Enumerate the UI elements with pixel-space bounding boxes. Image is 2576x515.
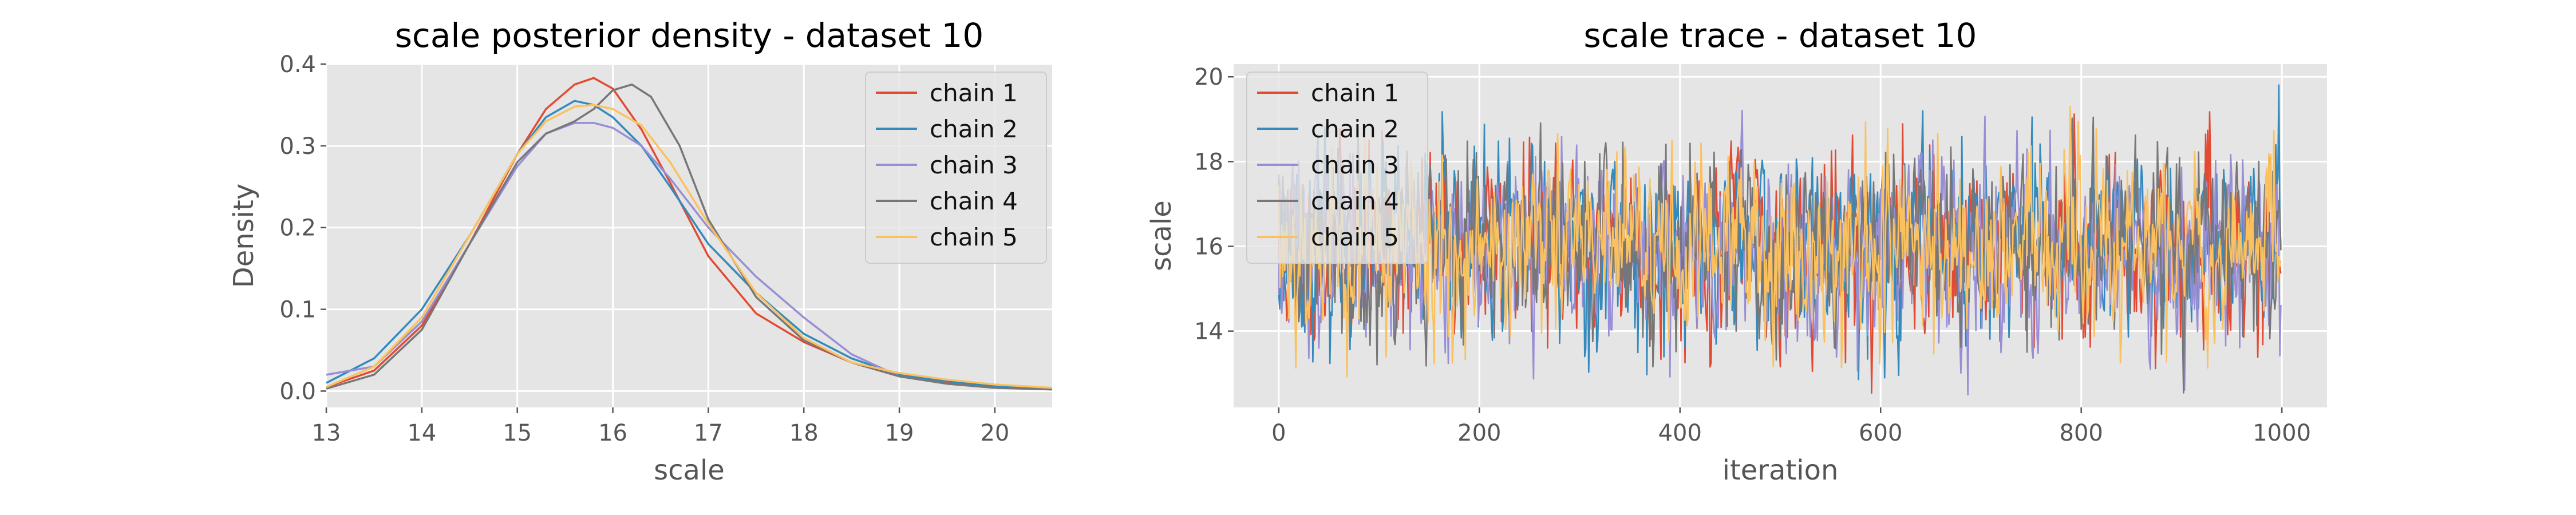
density-legend-label: chain 4 — [930, 187, 1018, 215]
trace-legend-label: chain 4 — [1311, 187, 1399, 215]
trace-x-tick-label: 200 — [1457, 420, 1501, 446]
trace-legend-label: chain 2 — [1311, 115, 1399, 143]
trace-x-tick-label: 800 — [2060, 420, 2103, 446]
density-y-ticks: 0.0 0.1 0.2 0.3 0.4 — [279, 52, 326, 405]
trace-y-tick-label: 16 — [1194, 234, 1223, 260]
density-lines — [326, 77, 1053, 391]
density-y-tick-label: 0.0 — [279, 378, 316, 405]
trace-chart-title: scale trace - dataset 10 — [1584, 16, 1977, 55]
density-legend-box — [865, 72, 1047, 264]
trace-chart: 0 200 400 600 800 1000 14 16 18 20 scale trace -… — [1145, 16, 2327, 486]
trace-x-axis-label: iteration — [1722, 454, 1839, 486]
density-x-tick-label: 19 — [885, 420, 914, 446]
trace-y-tick-label: 14 — [1194, 319, 1223, 345]
trace-x-ticks: 0 200 400 600 800 1000 — [1271, 407, 2311, 446]
trace-y-ticks: 14 16 18 20 — [1194, 64, 1234, 345]
density-x-tick-label: 15 — [503, 420, 532, 446]
density-y-axis-label: Density — [228, 184, 260, 288]
trace-legend-label: chain 1 — [1311, 79, 1399, 107]
trace-y-axis-label: scale — [1145, 200, 1178, 271]
density-y-tick-label: 0.3 — [279, 133, 316, 160]
density-x-tick-label: 14 — [407, 420, 436, 446]
trace-x-tick-label: 400 — [1658, 420, 1702, 446]
density-legend-label: chain 3 — [930, 151, 1018, 179]
density-series-line-4 — [326, 83, 1053, 391]
density-x-ticks: 13 14 15 16 17 18 19 20 — [312, 407, 1009, 446]
density-legend: chain 1 chain 2 chain 3 chain 4 chain 5 — [865, 72, 1047, 264]
density-x-tick-label: 17 — [694, 420, 723, 446]
density-legend-label: chain 5 — [930, 223, 1018, 251]
density-chart-title: scale posterior density - dataset 10 — [395, 16, 984, 55]
trace-legend-label: chain 5 — [1311, 223, 1399, 251]
trace-legend: chain 1 chain 2 chain 3 chain 4 chain 5 — [1246, 72, 1428, 264]
trace-legend-box — [1246, 72, 1428, 264]
trace-lines — [1278, 84, 2282, 396]
trace-series-line-5 — [1278, 105, 2282, 378]
density-legend-label: chain 2 — [930, 115, 1018, 143]
density-y-tick-label: 0.1 — [279, 297, 316, 323]
density-x-tick-label: 16 — [598, 420, 627, 446]
density-series-line-5 — [326, 104, 1053, 389]
density-x-axis-label: scale — [654, 454, 725, 486]
density-x-tick-label: 20 — [980, 420, 1009, 446]
density-chart: 13 14 15 16 17 18 19 20 0.0 0.1 0.2 0.3 0.4 scale p… — [228, 16, 1053, 486]
density-y-tick-label: 0.4 — [279, 52, 316, 78]
trace-legend-label: chain 3 — [1311, 151, 1399, 179]
trace-y-tick-label: 18 — [1194, 149, 1223, 175]
trace-y-tick-label: 20 — [1194, 64, 1223, 90]
density-x-tick-label: 13 — [312, 420, 341, 446]
density-legend-label: chain 1 — [930, 79, 1018, 107]
trace-x-tick-label: 0 — [1271, 420, 1286, 446]
trace-x-tick-label: 1000 — [2253, 420, 2311, 446]
density-x-tick-label: 18 — [789, 420, 819, 446]
density-y-tick-label: 0.2 — [279, 215, 316, 241]
trace-x-tick-label: 600 — [1859, 420, 1902, 446]
